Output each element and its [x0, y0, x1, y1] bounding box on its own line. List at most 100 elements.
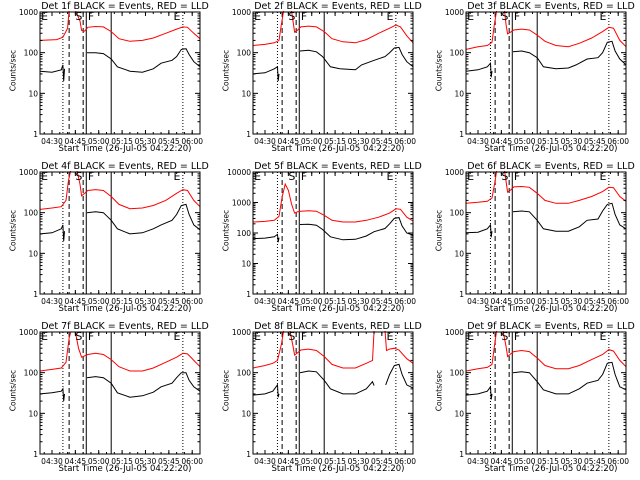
y-tick-label: 100: [24, 209, 39, 218]
x-tick-label: 05:00: [301, 457, 323, 466]
x-axis-label: Start Time (26-Jul-05 04:22:20): [484, 464, 618, 474]
x-tick-label: 05:15: [111, 457, 133, 466]
x-tick-label: 05:30: [561, 297, 583, 306]
x-tick-label: 05:45: [158, 137, 180, 146]
lld-series-line: [466, 11, 626, 50]
x-tick-label: 05:45: [371, 137, 393, 146]
interval-marker-label: F: [514, 170, 520, 183]
y-tick-label: 1000: [232, 8, 251, 17]
x-tick-label: 06:00: [181, 457, 203, 466]
y-tick-label: 1: [33, 130, 38, 139]
interval-marker-label: S: [288, 170, 295, 183]
y-tick-label: 1000: [19, 8, 38, 17]
interval-marker-label: F: [301, 10, 307, 23]
x-axis-label: Start Time (26-Jul-05 04:22:20): [271, 304, 405, 314]
interval-marker-label: F: [514, 330, 520, 343]
interval-marker-label: S: [501, 170, 508, 183]
x-tick-label: 05:00: [301, 137, 323, 146]
x-tick-label: 06:00: [394, 137, 416, 146]
y-tick-label: 1: [246, 450, 251, 459]
interval-marker-label: F: [88, 10, 94, 23]
x-tick-label: 05:30: [561, 137, 583, 146]
x-axis-label: Start Time (26-Jul-05 04:22:20): [58, 464, 192, 474]
panel-title: Det 4f BLACK = Events, RED = LLD: [41, 161, 209, 172]
x-tick-label: 04:45: [278, 457, 300, 466]
y-tick-label: 10: [241, 260, 251, 269]
x-tick-label: 06:00: [607, 457, 629, 466]
y-tick-label: 100: [237, 369, 252, 378]
y-tick-label: 1: [246, 130, 251, 139]
axes-frame: [252, 331, 414, 455]
interval-marker-label: E: [467, 170, 474, 183]
x-tick-label: 04:45: [65, 457, 87, 466]
x-tick-label: 05:00: [514, 137, 536, 146]
detector-panel-7: Det 7f BLACK = Events, RED = LLD Start Ti…: [0, 320, 213, 480]
interval-marker-label: E: [254, 170, 261, 183]
detector-panel-9: Det 9f BLACK = Events, RED = LLD Start Ti…: [426, 320, 639, 480]
interval-marker-label: E: [387, 10, 394, 23]
x-tick-label: 05:30: [348, 297, 370, 306]
interval-marker-label: S: [288, 10, 295, 23]
interval-marker-label: E: [600, 10, 607, 23]
x-tick-label: 04:45: [491, 457, 513, 466]
detector-panel-2: Det 2f BLACK = Events, RED = LLD Start Ti…: [213, 0, 426, 160]
x-tick-label: 05:30: [348, 457, 370, 466]
axes-frame: [465, 11, 627, 135]
interval-marker-label: E: [254, 330, 261, 343]
detector-panel-5: Det 5f BLACK = Events, RED = LLD Start Ti…: [213, 160, 426, 320]
interval-marker-label: E: [387, 170, 394, 183]
y-tick-label: 1: [33, 450, 38, 459]
x-tick-label: 05:15: [537, 137, 559, 146]
axes-frame: [39, 11, 201, 135]
x-tick-label: 04:45: [491, 137, 513, 146]
y-tick-label: 1000: [19, 328, 38, 337]
events-series-line: [466, 40, 626, 78]
interval-marker-label: F: [514, 10, 520, 23]
x-tick-label: 06:00: [181, 297, 203, 306]
events-series-line: [253, 46, 413, 82]
panel-title: Det 3f BLACK = Events, RED = LLD: [467, 1, 635, 12]
y-tick-label: 10: [28, 249, 38, 258]
events-series-line: [40, 372, 200, 402]
x-tick-label: 05:45: [584, 457, 606, 466]
x-axis-label: Start Time (26-Jul-05 04:22:20): [271, 144, 405, 154]
x-tick-label: 04:45: [65, 297, 87, 306]
x-tick-label: 05:15: [111, 297, 133, 306]
interval-marker-label: F: [88, 330, 94, 343]
x-tick-label: 05:45: [371, 297, 393, 306]
lld-series-line: [40, 11, 200, 42]
lld-series-line: [253, 11, 413, 46]
interval-marker-label: E: [174, 170, 181, 183]
interval-marker-label: S: [288, 330, 295, 343]
x-tick-label: 05:00: [301, 297, 323, 306]
x-tick-label: 05:45: [584, 137, 606, 146]
x-tick-label: 05:15: [324, 457, 346, 466]
y-tick-label: 1: [33, 290, 38, 299]
interval-marker-label: E: [41, 330, 48, 343]
x-tick-label: 06:00: [394, 297, 416, 306]
panel-title: Det 1f BLACK = Events, RED = LLD: [41, 1, 209, 12]
lld-series-line: [40, 331, 200, 372]
x-axis-label: Start Time (26-Jul-05 04:22:20): [271, 464, 405, 474]
axes-frame: [39, 171, 201, 295]
y-tick-label: 100: [237, 229, 252, 238]
events-series-line: [253, 217, 413, 243]
y-tick-label: 1000: [232, 328, 251, 337]
lld-series-line: [253, 182, 413, 223]
interval-marker-label: S: [75, 330, 82, 343]
x-tick-label: 04:30: [41, 297, 63, 306]
x-tick-label: 04:30: [254, 297, 276, 306]
x-axis-label: Start Time (26-Jul-05 04:22:20): [58, 304, 192, 314]
x-tick-label: 05:15: [537, 457, 559, 466]
x-tick-label: 04:45: [65, 137, 87, 146]
x-tick-label: 05:30: [135, 457, 157, 466]
x-tick-label: 05:15: [537, 297, 559, 306]
x-tick-label: 05:00: [514, 297, 536, 306]
events-series-line: [40, 203, 200, 242]
y-tick-label: 100: [24, 49, 39, 58]
